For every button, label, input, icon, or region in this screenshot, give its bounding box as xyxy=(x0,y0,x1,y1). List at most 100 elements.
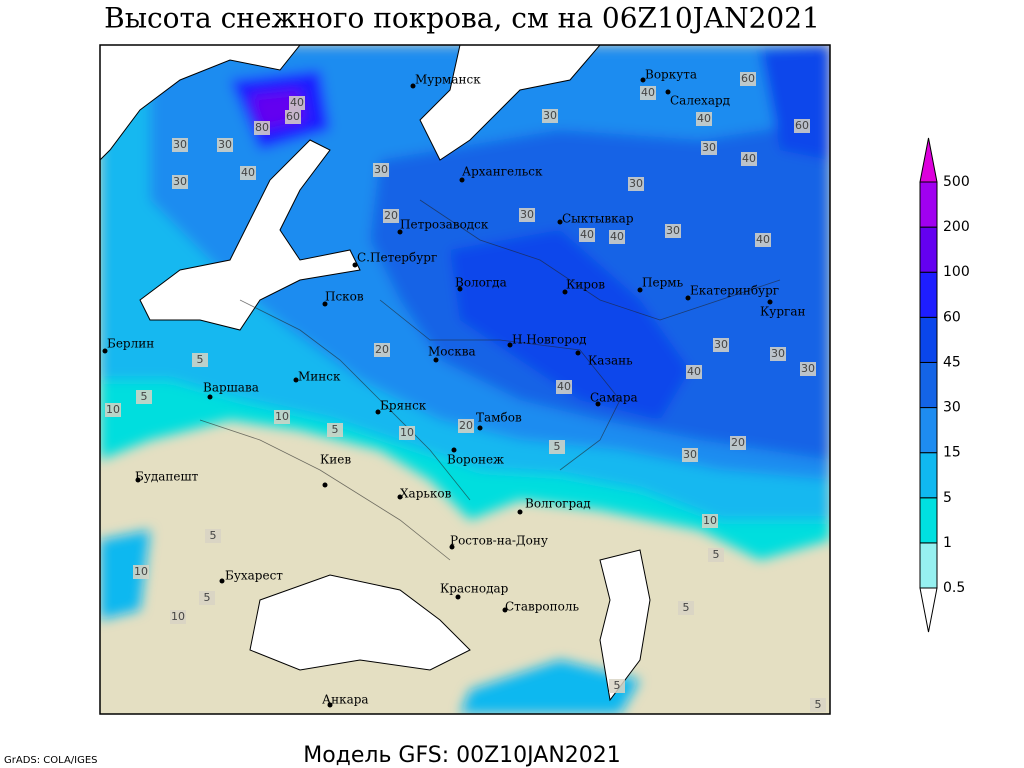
contour-label: 80 xyxy=(255,121,269,134)
contour-label-box xyxy=(682,448,698,462)
city-dot xyxy=(455,594,461,600)
contour-label: 40 xyxy=(580,228,594,241)
city-dot xyxy=(767,299,773,305)
city-label: Сыктывкар xyxy=(562,212,634,226)
city-dot xyxy=(562,289,568,295)
contour-label-box xyxy=(172,138,188,152)
city-dot xyxy=(433,357,439,363)
contour-label-box xyxy=(542,109,558,123)
colorbar-segment xyxy=(919,361,938,409)
city-label: Москва xyxy=(428,345,476,359)
contour-label: 30 xyxy=(173,138,187,151)
contour-label: 40 xyxy=(241,166,255,179)
city-label: Екатеринбург xyxy=(690,284,779,298)
city-dot xyxy=(457,286,463,292)
contour-label: 5 xyxy=(614,679,621,692)
city-dot xyxy=(665,89,671,95)
contour-label: 20 xyxy=(731,436,745,449)
city-label: Курган xyxy=(760,305,805,319)
contour-label-box xyxy=(755,233,771,247)
contour-label: 10 xyxy=(703,514,717,527)
city-label: Киров xyxy=(566,278,605,292)
contour-label-box xyxy=(289,96,305,110)
city-dot xyxy=(397,494,403,500)
contour-label: 5 xyxy=(683,601,690,614)
city-dot xyxy=(327,702,333,708)
city-label: Самара xyxy=(590,391,638,405)
contour-label: 30 xyxy=(629,177,643,190)
city-label: Ростов-на-Дону xyxy=(450,534,548,548)
city-dot xyxy=(207,394,213,400)
contour-label-box xyxy=(702,514,718,528)
city-label: Ставрополь xyxy=(505,600,579,614)
colorbar-segment xyxy=(919,452,938,499)
contour-label: 30 xyxy=(666,224,680,237)
city-dot xyxy=(352,262,358,268)
contour-label: 40 xyxy=(290,96,304,109)
map-frame xyxy=(99,44,831,715)
city-dot xyxy=(477,425,483,431)
city-dot xyxy=(135,477,141,483)
contour-label-box xyxy=(549,440,565,454)
city-dot xyxy=(293,377,299,383)
city-dot xyxy=(502,607,508,613)
contour-label: 60 xyxy=(741,72,755,85)
contour-label: 20 xyxy=(459,419,473,432)
contour-label-box xyxy=(678,601,694,615)
contour-label-box xyxy=(730,436,746,450)
city-dot xyxy=(595,401,601,407)
contour-label: 30 xyxy=(683,448,697,461)
city-label: Харьков xyxy=(400,487,452,501)
city-dot xyxy=(322,301,328,307)
city-label: Казань xyxy=(588,354,633,368)
colorbar-segment xyxy=(919,181,938,228)
city-label: Воронеж xyxy=(447,453,504,467)
contour-label: 40 xyxy=(610,230,624,243)
contour-label: 30 xyxy=(714,338,728,351)
colorbar-label: 0.5 xyxy=(943,580,965,596)
contour-label-box xyxy=(327,423,343,437)
colorbar-segment xyxy=(919,226,938,273)
city-dot xyxy=(375,409,381,415)
city-dot xyxy=(685,295,691,301)
colorbar-label: 200 xyxy=(943,219,970,235)
contour-label: 10 xyxy=(171,610,185,623)
contour-label: 20 xyxy=(375,343,389,356)
contour-label-box xyxy=(519,208,535,222)
city-label: Вологда xyxy=(455,276,507,290)
city-dot xyxy=(637,287,643,293)
colorbar-label: 60 xyxy=(943,309,961,325)
colorbar-segment xyxy=(919,316,938,363)
city-label: Будапешт xyxy=(135,470,199,484)
city-dot xyxy=(219,578,225,584)
contour-label-box xyxy=(133,565,149,579)
contour-label-box xyxy=(770,347,786,361)
city-label: Брянск xyxy=(380,399,427,413)
contour-label-box xyxy=(285,110,301,124)
contour-label: 20 xyxy=(384,209,398,222)
contour-label-box xyxy=(105,403,121,417)
contour-label-box xyxy=(170,610,186,624)
contour-label-box xyxy=(172,175,188,189)
city-label: Псков xyxy=(325,290,364,304)
contour-label: 10 xyxy=(400,426,414,439)
city-label: Пермь xyxy=(642,276,684,290)
contour-label-box xyxy=(399,426,415,440)
contour-label-box xyxy=(628,177,644,191)
contour-label-box xyxy=(254,121,270,135)
colorbar-label: 500 xyxy=(943,174,970,190)
city-dot xyxy=(507,342,513,348)
contour-label-box xyxy=(740,72,756,86)
city-dot xyxy=(459,177,465,183)
contour-label-box xyxy=(713,338,729,352)
contour-label-box xyxy=(373,163,389,177)
contour-label: 10 xyxy=(134,565,148,578)
city-label: Анкара xyxy=(322,693,369,707)
contour-label-box xyxy=(708,548,724,562)
contour-label: 60 xyxy=(795,119,809,132)
contour-label: 5 xyxy=(141,390,148,403)
colorbar-segment xyxy=(919,497,938,544)
